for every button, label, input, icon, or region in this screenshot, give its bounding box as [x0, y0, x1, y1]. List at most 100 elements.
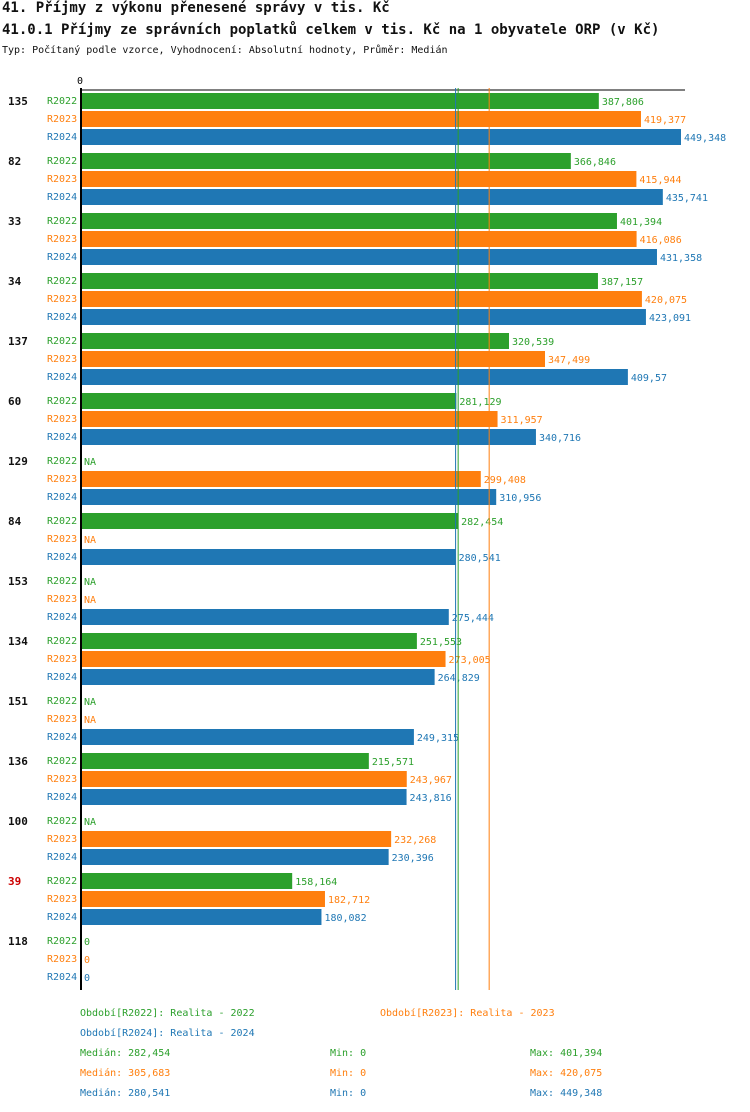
series-label: R2024: [47, 672, 77, 683]
series-label: R2022: [47, 876, 77, 887]
bar: [81, 429, 536, 445]
bar: [81, 789, 407, 805]
chart-title: 41. Příjmy z výkonu přenesené správy v t…: [2, 0, 390, 16]
chart-meta: Typ: Počítaný podle vzorce, Vyhodnocení:…: [2, 45, 448, 56]
data-label: 243,816: [410, 793, 452, 804]
series-label: R2023: [47, 774, 77, 785]
data-label: 435,741: [666, 193, 708, 204]
data-label: 243,967: [410, 775, 452, 786]
series-label: R2024: [47, 192, 77, 203]
data-label: 387,157: [601, 277, 643, 288]
data-label: 419,377: [644, 115, 686, 126]
group-label: 100: [8, 815, 28, 828]
group-label: 60: [8, 395, 21, 408]
data-label: 215,571: [372, 757, 414, 768]
data-label: 416,086: [640, 235, 682, 246]
series-label: R2024: [47, 612, 77, 623]
legend-median-r2023: Medián: 305,683: [80, 1068, 171, 1079]
data-label: 232,268: [394, 835, 436, 846]
series-label: R2024: [47, 132, 77, 143]
data-label: 387,806: [602, 97, 644, 108]
data-label: NA: [84, 595, 96, 606]
data-label: 0: [84, 973, 90, 984]
data-label: 282,454: [461, 517, 503, 528]
legend-max-r2022: Max: 401,394: [530, 1048, 603, 1059]
bar: [81, 669, 435, 685]
data-label: 366,846: [574, 157, 616, 168]
bar: [81, 849, 389, 865]
group-label: 137: [8, 335, 28, 348]
series-label: R2022: [47, 156, 77, 167]
bar: [81, 171, 637, 187]
bar: [81, 513, 459, 529]
series-label: R2024: [47, 912, 77, 923]
bar: [81, 753, 369, 769]
group-label: 136: [8, 755, 28, 768]
data-label: 180,082: [324, 913, 366, 924]
data-label: 320,539: [512, 337, 554, 348]
group-label: 84: [8, 515, 22, 528]
group-label: 134: [8, 635, 28, 648]
data-label: NA: [84, 715, 96, 726]
series-label: R2022: [47, 396, 77, 407]
bar: [81, 471, 481, 487]
data-label: NA: [84, 697, 96, 708]
bar: [81, 129, 681, 145]
data-label: 158,164: [295, 877, 337, 888]
bar: [81, 609, 449, 625]
bar: [81, 189, 663, 205]
bar: [81, 909, 322, 925]
series-label: R2022: [47, 276, 77, 287]
data-label: NA: [84, 577, 96, 588]
series-label: R2024: [47, 312, 77, 323]
data-label: NA: [84, 535, 96, 546]
legend-period-r2022: Období[R2022]: Realita - 2022: [80, 1008, 255, 1019]
series-label: R2022: [47, 696, 77, 707]
series-label: R2023: [47, 234, 77, 245]
bar: [81, 93, 599, 109]
data-label: 409,57: [631, 373, 667, 384]
data-label: 281,129: [459, 397, 501, 408]
data-label: 401,394: [620, 217, 662, 228]
bar: [81, 771, 407, 787]
bar: [81, 333, 510, 349]
series-label: R2022: [47, 456, 77, 467]
series-label: R2023: [47, 354, 77, 365]
series-label: R2023: [47, 834, 77, 845]
series-label: R2023: [47, 654, 77, 665]
legend-min-r2024: Min: 0: [330, 1088, 367, 1099]
legend-period-r2024: Období[R2024]: Realita - 2024: [80, 1028, 255, 1039]
series-label: R2023: [47, 414, 77, 425]
bar: [81, 351, 546, 367]
legend-median-r2024: Medián: 280,541: [80, 1088, 171, 1099]
series-label: R2022: [47, 516, 77, 527]
data-label: 299,408: [484, 475, 526, 486]
bar: [81, 369, 628, 385]
series-label: R2023: [47, 714, 77, 725]
data-label: 415,944: [639, 175, 681, 186]
bar: [81, 873, 293, 889]
chart-subtitle: 41.0.1 Příjmy ze správních poplatků celk…: [2, 22, 660, 38]
series-label: R2024: [47, 372, 77, 383]
series-label: R2022: [47, 636, 77, 647]
series-label: R2022: [47, 336, 77, 347]
group-label: 34: [8, 275, 22, 288]
bar: [81, 411, 498, 427]
data-label: 420,075: [645, 295, 687, 306]
data-label: 182,712: [328, 895, 370, 906]
group-label: 129: [8, 455, 28, 468]
series-label: R2023: [47, 114, 77, 125]
series-label: R2022: [47, 756, 77, 767]
series-label: R2022: [47, 576, 77, 587]
data-label: 423,091: [649, 313, 691, 324]
data-label: 311,957: [501, 415, 543, 426]
bar: [81, 249, 657, 265]
bar: [81, 489, 497, 505]
series-label: R2022: [47, 936, 77, 947]
group-label: 33: [8, 215, 21, 228]
data-label: 264,829: [438, 673, 480, 684]
series-label: R2024: [47, 792, 77, 803]
data-label: 340,716: [539, 433, 581, 444]
data-label: 249,315: [417, 733, 459, 744]
